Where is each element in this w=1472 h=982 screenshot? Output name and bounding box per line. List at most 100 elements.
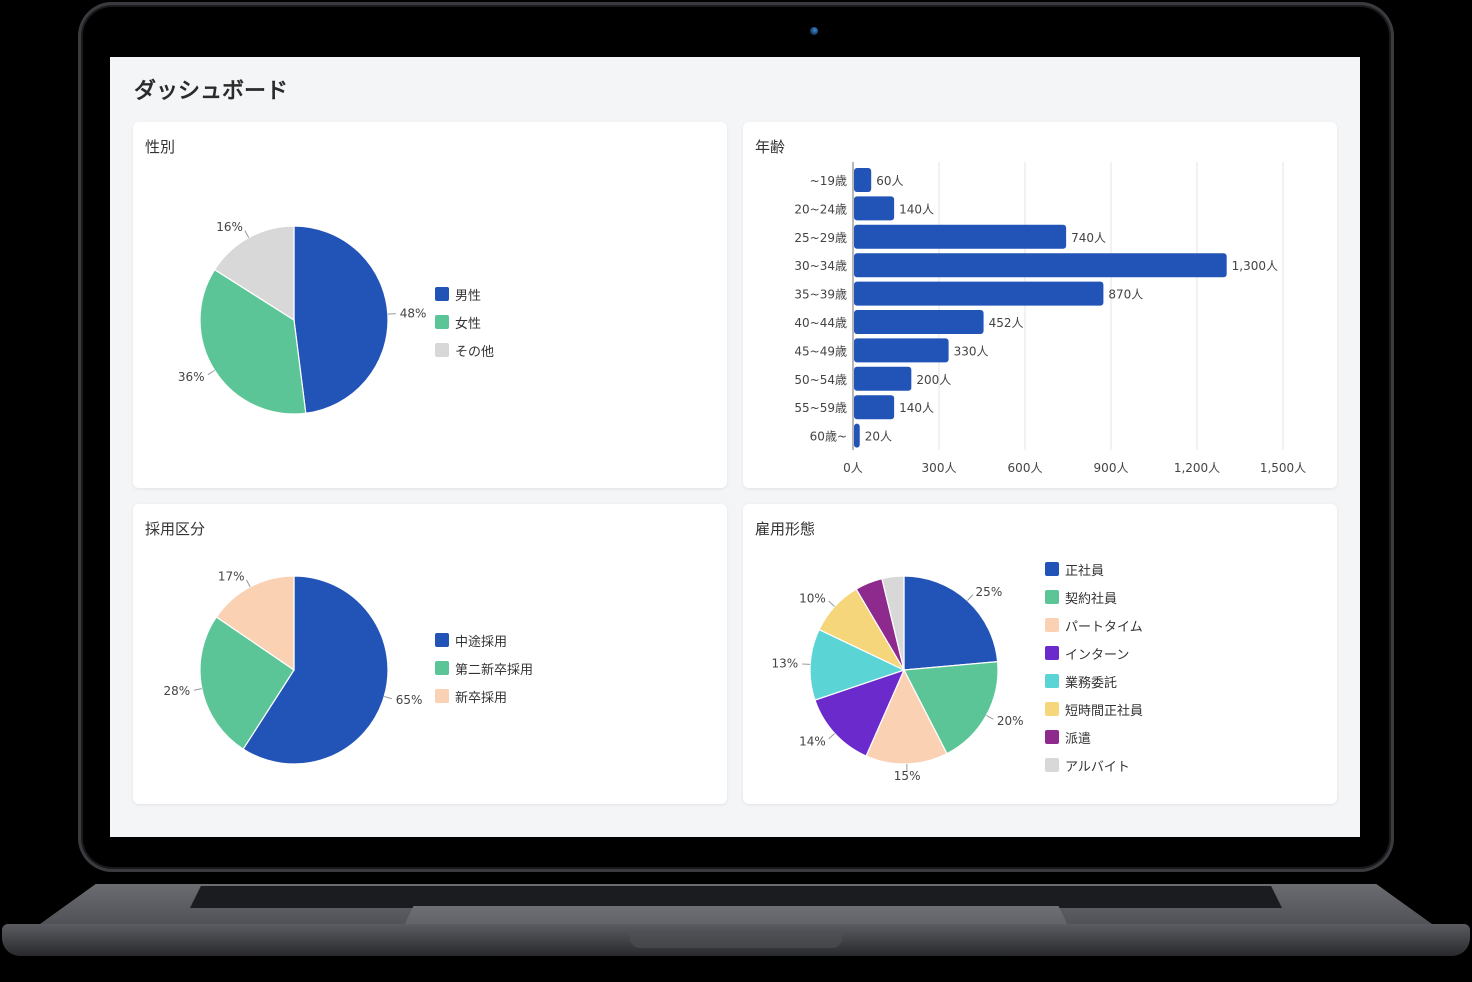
- employment-pie-chart[interactable]: 25% 20% 15% 14% 13% 10%: [743, 504, 1337, 804]
- axis-tick-label: 1,500人: [1260, 461, 1306, 475]
- page-title: ダッシュボード: [134, 79, 289, 104]
- age-bar[interactable]: [854, 168, 872, 192]
- legend-label: パートタイム: [1065, 619, 1143, 635]
- pie-slice[interactable]: [881, 575, 905, 671]
- gender-pie-chart[interactable]: 48% 36% 16%: [133, 122, 727, 488]
- axis-tick-label: 300人: [922, 461, 957, 475]
- bar-value-label: 140人: [899, 202, 934, 216]
- slice-value-label: 48%: [400, 306, 427, 320]
- slice-value-label: 14%: [799, 735, 826, 749]
- axis-tick-label: 600人: [1008, 461, 1043, 475]
- slice-value-label: 25%: [976, 585, 1003, 599]
- slice-value-label: 36%: [178, 370, 205, 384]
- legend-label: 男性: [455, 288, 482, 304]
- age-bar[interactable]: [854, 310, 984, 334]
- bar-value-label: 452人: [989, 316, 1024, 330]
- legend-item[interactable]: 新卒採用: [435, 682, 533, 710]
- bar-value-label: 20人: [865, 430, 892, 444]
- legend-label: 業務委託: [1065, 675, 1118, 691]
- legend-label: 派遣: [1065, 731, 1092, 747]
- legend-item[interactable]: 契約社員: [1045, 583, 1143, 611]
- card-title: 性別: [145, 138, 176, 156]
- card-title: 雇用形態: [755, 520, 816, 538]
- legend-item[interactable]: 正社員: [1045, 555, 1143, 583]
- legend-swatch: [1045, 674, 1059, 688]
- axis-tick-label: 900人: [1094, 461, 1129, 475]
- legend-swatch: [435, 661, 449, 675]
- legend-item[interactable]: 短時間正社員: [1045, 695, 1143, 723]
- pie-slice[interactable]: [865, 668, 948, 765]
- legend-item[interactable]: インターン: [1045, 639, 1143, 667]
- legend-item[interactable]: アルバイト: [1045, 751, 1143, 779]
- pie-slice[interactable]: [199, 616, 295, 750]
- legend-swatch: [1045, 702, 1059, 716]
- legend-swatch: [435, 343, 449, 357]
- legend-swatch: [435, 315, 449, 329]
- legend-item[interactable]: 第二新卒採用: [435, 654, 533, 682]
- category-label: 30~34歳: [794, 259, 847, 273]
- slice-value-label: 10%: [799, 591, 826, 605]
- legend-label: 契約社員: [1065, 591, 1118, 607]
- legend-label: アルバイト: [1065, 759, 1130, 775]
- legend-label: 新卒採用: [455, 690, 508, 706]
- camera-icon: [810, 27, 818, 35]
- pie-slice[interactable]: [199, 268, 307, 415]
- legend-label: 第二新卒採用: [455, 662, 534, 678]
- legend-swatch: [435, 689, 449, 703]
- legend-item[interactable]: 中途採用: [435, 626, 533, 654]
- legend-swatch: [1045, 758, 1059, 772]
- age-bar[interactable]: [854, 395, 895, 420]
- employment-card: 雇用形態 25% 20% 15% 14% 13% 10% 正社員契約社員パートタイム インタ…: [743, 504, 1337, 804]
- laptop-notch: [630, 932, 842, 948]
- gender-legend: 男性女性その他: [435, 280, 494, 364]
- age-bar[interactable]: [854, 281, 1104, 306]
- employment-legend: 正社員契約社員パートタイム インターン業務委託短時間正社員 派遣アルバイト: [1045, 555, 1143, 779]
- legend-label: 短時間正社員: [1065, 703, 1144, 719]
- legend-label: その他: [455, 344, 495, 360]
- axis-tick-label: 1,200人: [1174, 461, 1220, 475]
- legend-swatch: [1045, 646, 1059, 660]
- legend-label: 正社員: [1065, 563, 1105, 579]
- slice-value-label: 20%: [997, 714, 1024, 728]
- bar-value-label: 200人: [916, 373, 951, 387]
- legend-item[interactable]: パートタイム: [1045, 611, 1143, 639]
- legend-swatch: [435, 633, 449, 647]
- bar-value-label: 870人: [1108, 288, 1143, 302]
- legend-item[interactable]: 女性: [435, 308, 494, 336]
- legend-item[interactable]: その他: [435, 336, 494, 364]
- legend-swatch: [1045, 562, 1059, 576]
- recruitment-card: 採用区分 65% 28% 17% 中途採用第二新卒採用 新卒採用: [133, 504, 727, 804]
- category-label: 35~39歳: [794, 288, 847, 302]
- age-bar[interactable]: [854, 338, 949, 363]
- category-label: 60歳~: [810, 430, 847, 444]
- pie-slice[interactable]: [242, 575, 389, 765]
- slice-value-label: 16%: [216, 220, 243, 234]
- age-card: 年齢 0人 300人 600人 900人 1,200人 1,500人 ~19歳 60人 20~2…: [743, 122, 1337, 488]
- category-label: 20~24歳: [794, 202, 847, 216]
- category-label: 25~29歳: [794, 231, 847, 245]
- category-label: 45~49歳: [794, 344, 847, 358]
- category-label: 40~44歳: [794, 316, 847, 330]
- age-bar[interactable]: [854, 253, 1227, 278]
- recruitment-pie-chart[interactable]: 65% 28% 17%: [133, 504, 727, 804]
- card-title: 採用区分: [145, 520, 206, 538]
- legend-label: インターン: [1065, 647, 1130, 663]
- legend-item[interactable]: 男性: [435, 280, 494, 308]
- age-bar[interactable]: [854, 366, 912, 391]
- legend-item[interactable]: 業務委託: [1045, 667, 1143, 695]
- slice-value-label: 15%: [894, 769, 921, 783]
- laptop-keyboard: [190, 886, 1282, 908]
- legend-item[interactable]: 派遣: [1045, 723, 1143, 751]
- category-label: ~19歳: [810, 174, 847, 188]
- recruitment-legend: 中途採用第二新卒採用 新卒採用: [435, 626, 533, 710]
- legend-swatch: [435, 287, 449, 301]
- legend-swatch: [1045, 590, 1059, 604]
- age-bar[interactable]: [854, 196, 895, 221]
- pie-slice[interactable]: [809, 628, 906, 701]
- slice-value-label: 13%: [772, 657, 799, 671]
- age-bar[interactable]: [854, 224, 1067, 249]
- age-bar-chart[interactable]: 0人 300人 600人 900人 1,200人 1,500人 ~19歳 60人 20~24歳 1…: [743, 122, 1337, 488]
- bar-value-label: 60人: [876, 174, 903, 188]
- age-bar[interactable]: [854, 423, 860, 448]
- pie-slice[interactable]: [293, 225, 389, 414]
